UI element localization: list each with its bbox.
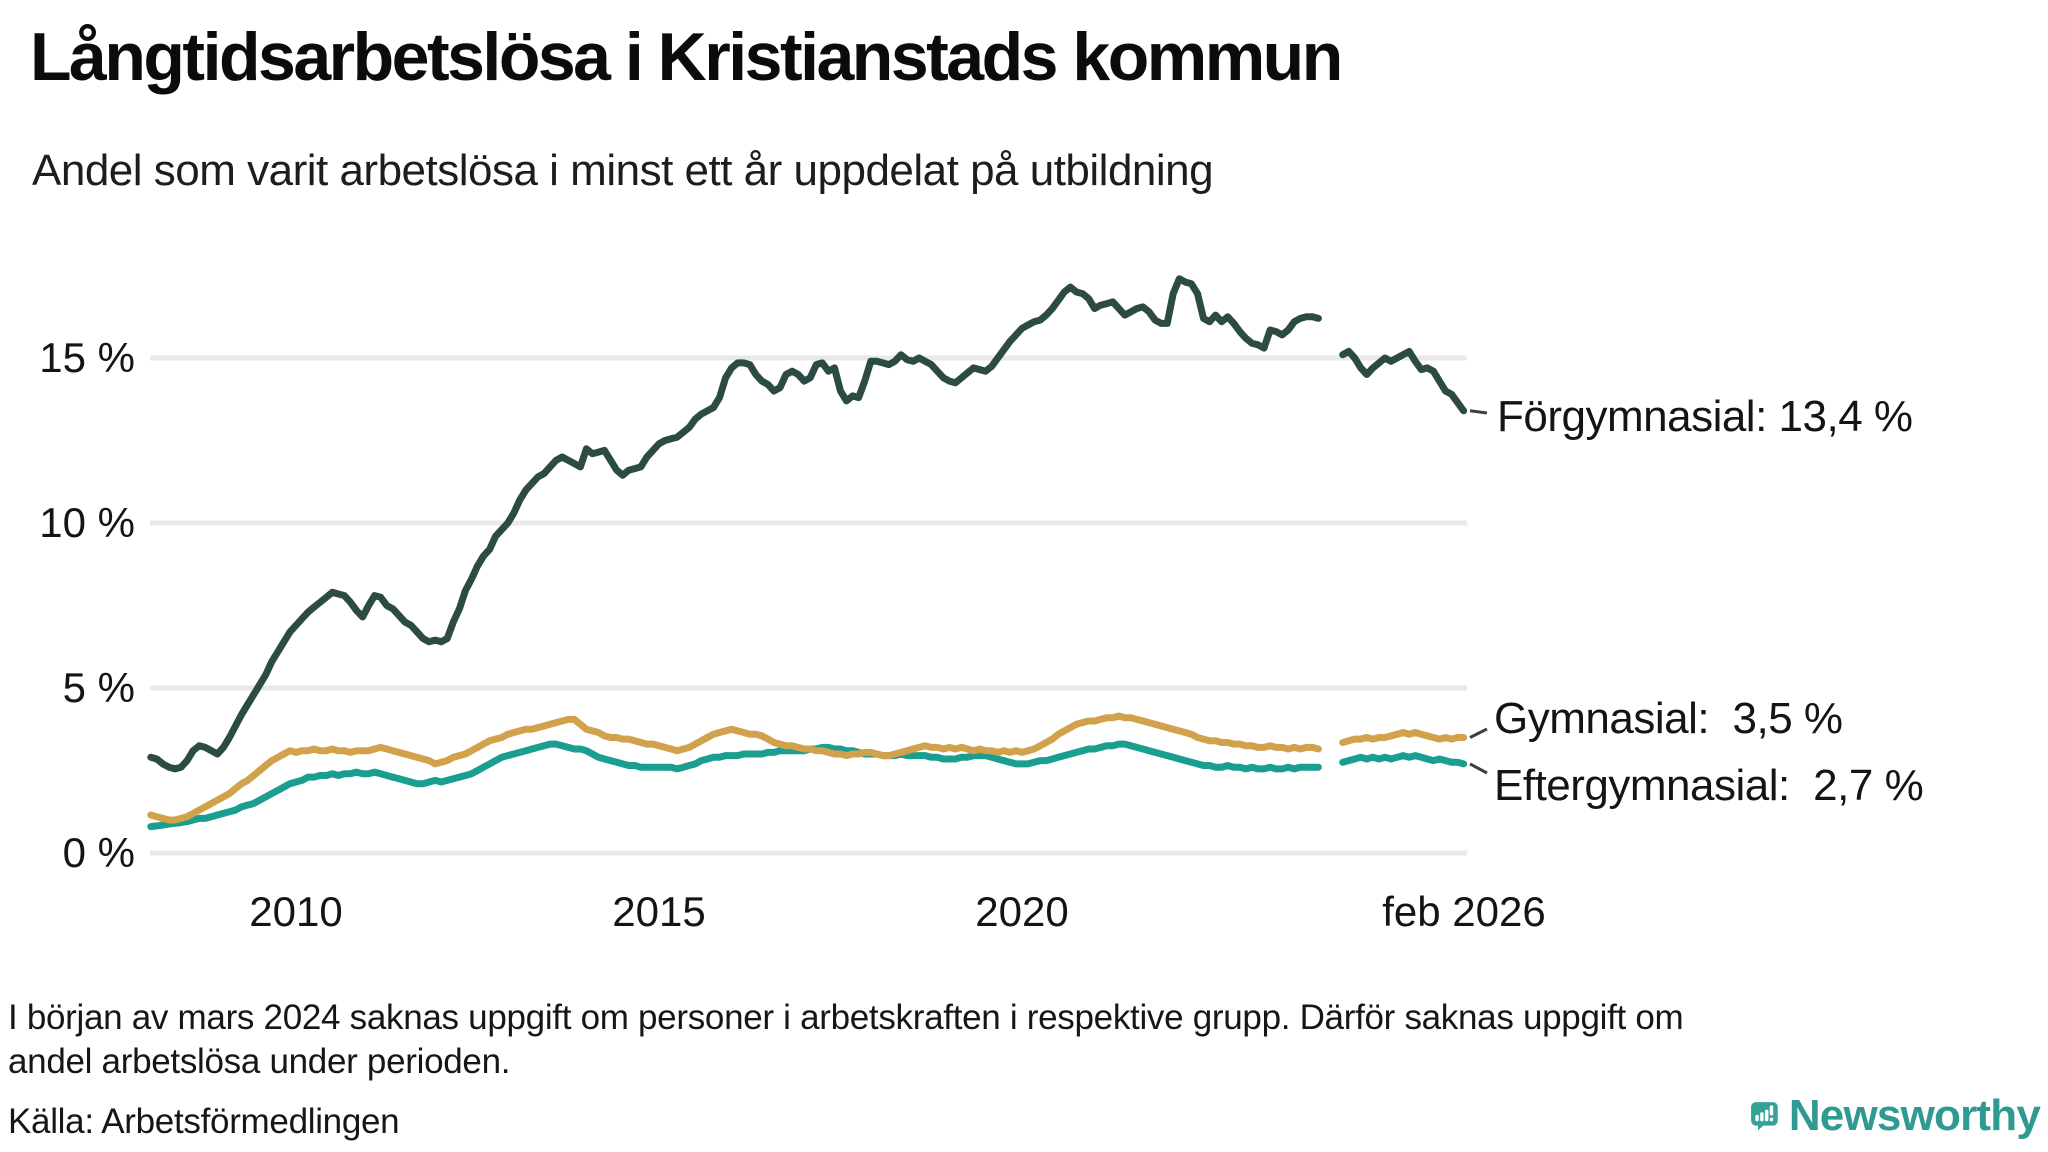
x-tick-2010: 2010 bbox=[249, 888, 343, 935]
source-note: Källa: Arbetsförmedlingen bbox=[8, 1102, 400, 1141]
series-label-eftergymnasial: Eftergymnasial: 2,7 % bbox=[1494, 761, 1924, 810]
y-tick-15: 15 % bbox=[39, 334, 135, 381]
y-tick-0: 0 % bbox=[62, 829, 135, 876]
newsworthy-logo[interactable]: Newsworthy bbox=[1750, 1086, 2041, 1146]
y-tick-5: 5 % bbox=[62, 664, 135, 711]
page-subtitle: Andel som varit arbetslösa i minst ett å… bbox=[32, 146, 1214, 195]
footnote-line-1: I början av mars 2024 saknas uppgift om … bbox=[8, 998, 1684, 1037]
footnote-line-2: andel arbetslösa under perioden. bbox=[8, 1042, 511, 1081]
newsworthy-logo-icon bbox=[1751, 1102, 1778, 1131]
y-tick-10: 10 % bbox=[39, 499, 135, 546]
page-title: Långtidsarbetslösa i Kristianstads kommu… bbox=[30, 19, 1343, 95]
series-label-gymnasial: Gymnasial: 3,5 % bbox=[1494, 694, 1843, 743]
x-tick-2015: 2015 bbox=[612, 888, 706, 935]
x-tick-feb2026: feb 2026 bbox=[1382, 888, 1546, 935]
footnote: I början av mars 2024 saknas uppgift om … bbox=[8, 996, 1988, 1084]
series-label-forgymnasial: Förgymnasial: 13,4 % bbox=[1497, 392, 1913, 441]
newsworthy-logo-text: Newsworthy bbox=[1788, 1091, 2041, 1140]
x-tick-2020: 2020 bbox=[975, 888, 1069, 935]
